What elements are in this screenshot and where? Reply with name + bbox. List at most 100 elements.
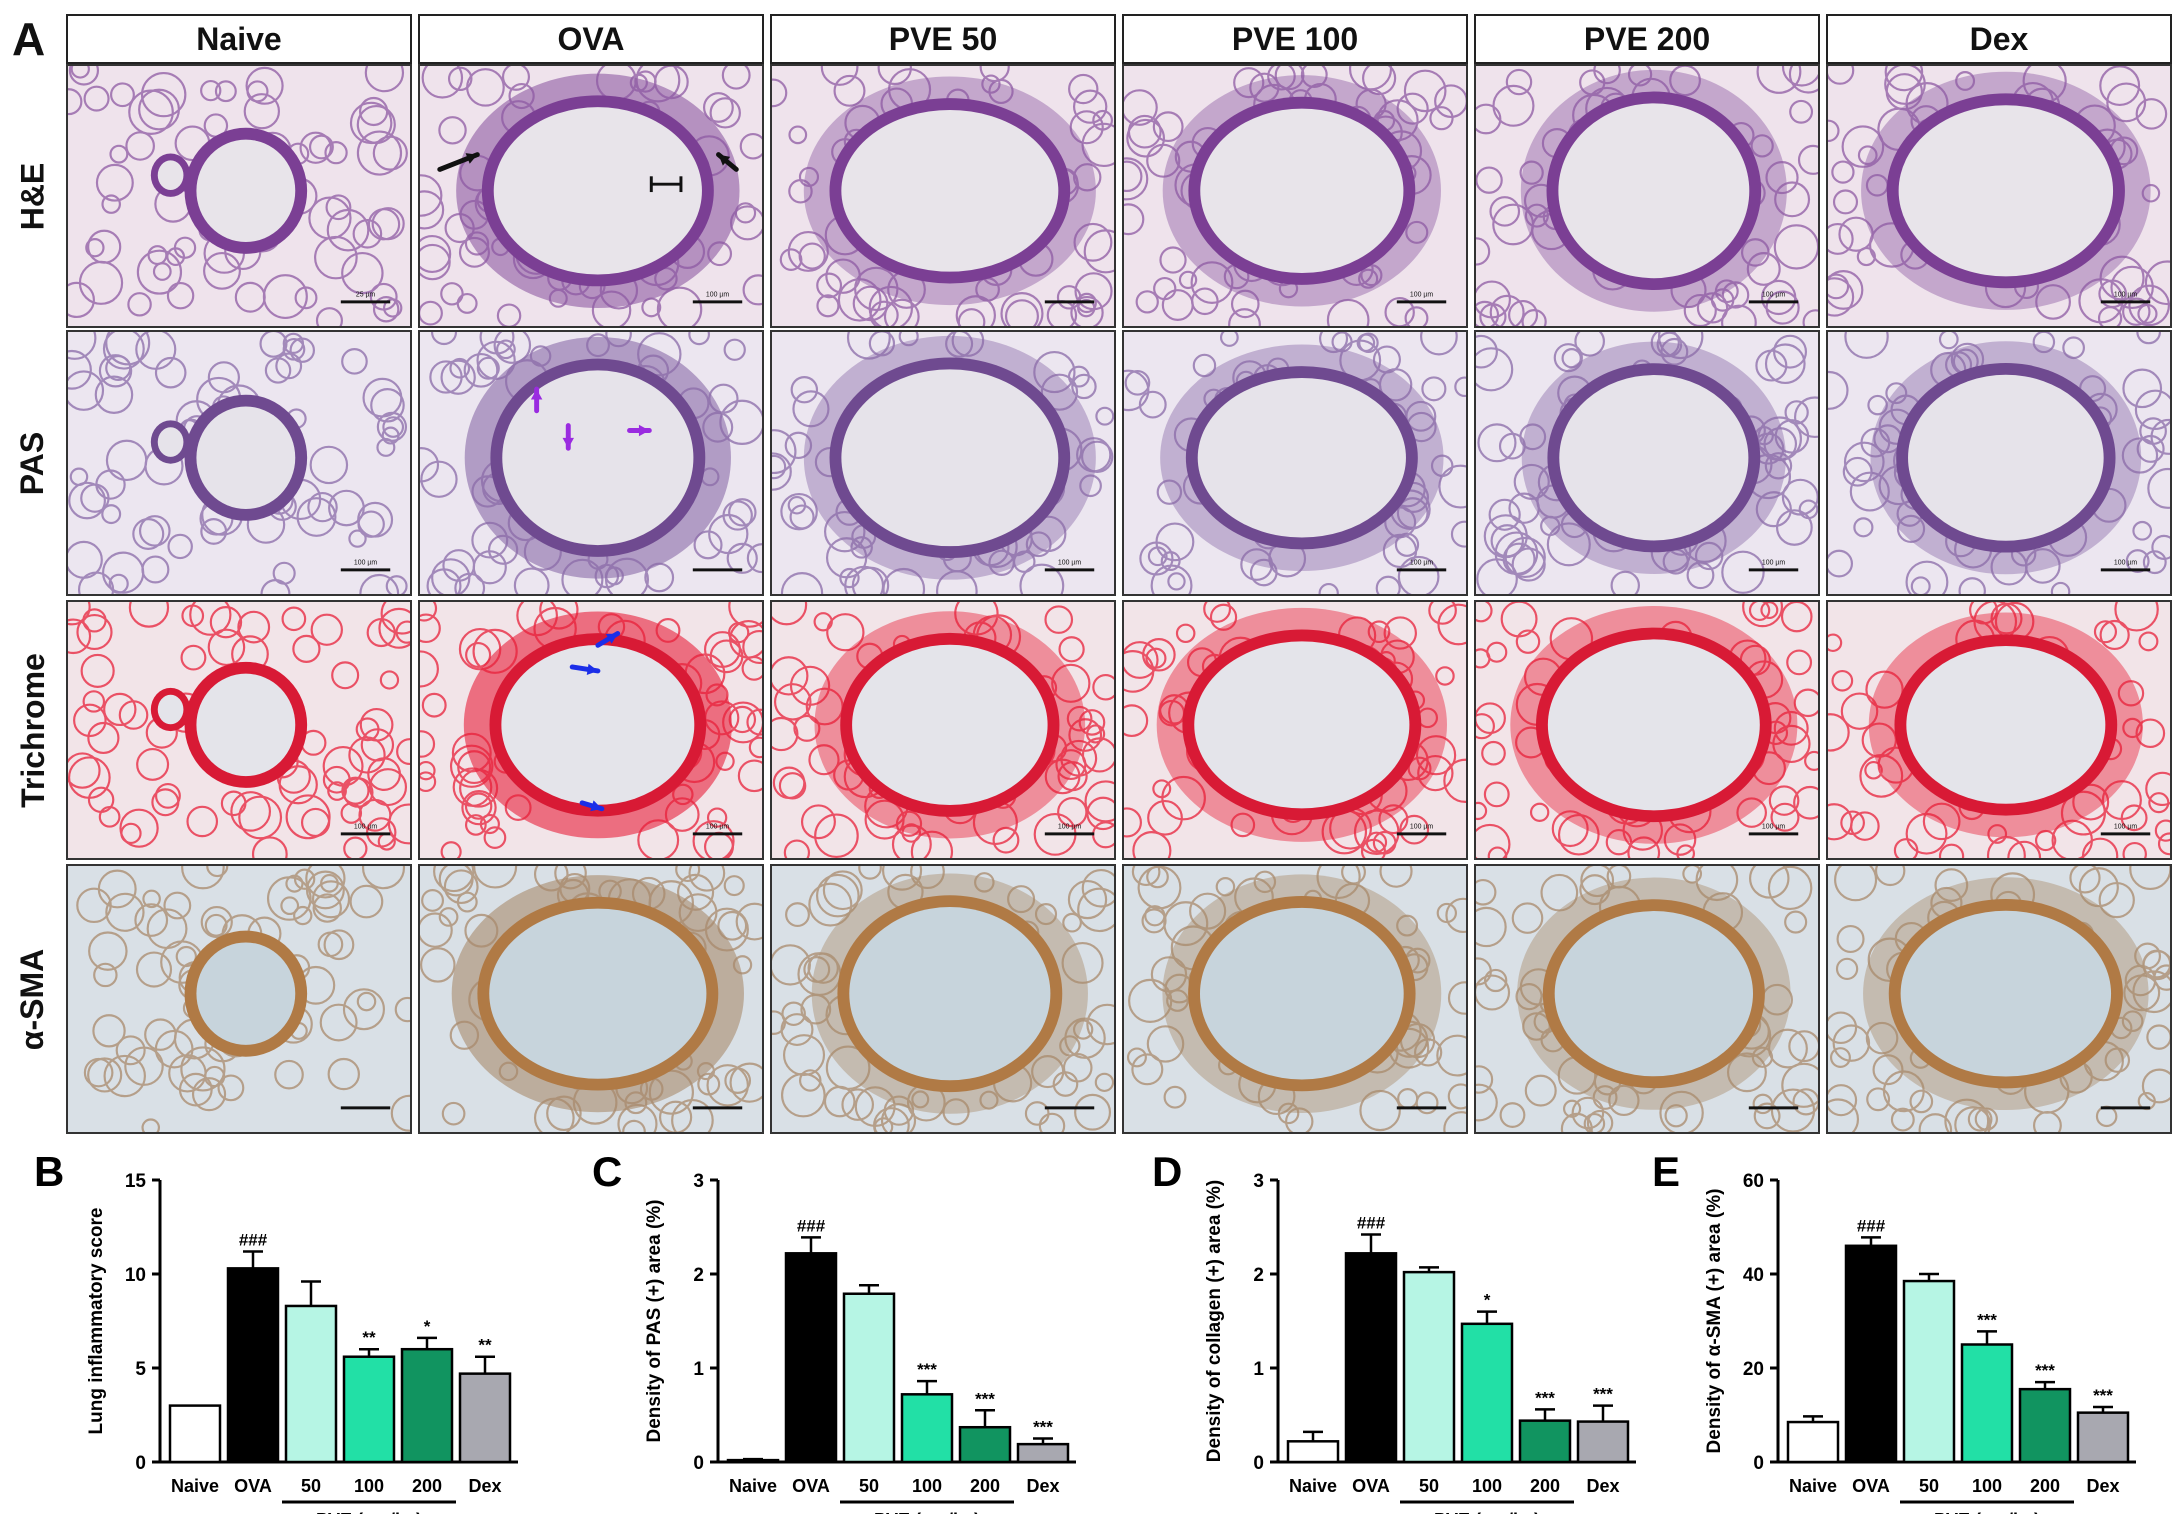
column-header-ova: OVA: [418, 14, 764, 64]
micrograph-1-2: 100 µm: [770, 330, 1116, 596]
significance-label: ***: [1535, 1388, 1555, 1407]
y-axis-label: Density of PAS (+) area (%): [644, 1199, 665, 1442]
micrograph-3-5: [1826, 864, 2172, 1134]
chart-panel-d: D 0 1 2 3 Density of collagen (+) area (%) Nai…: [1140, 1140, 1660, 1514]
scale-bar-label: 100 µm: [1410, 823, 1433, 830]
arrowhead: [605, 633, 618, 644]
x-tick-label: Naive: [171, 1476, 219, 1496]
x-tick-label: 100: [1972, 1476, 2002, 1496]
y-axis-label: Density of α-SMA (+) area (%): [1704, 1189, 1725, 1454]
micrograph-0-0: 25 µm: [66, 64, 412, 328]
y-axis-label: Density of collagen (+) area (%): [1204, 1180, 1225, 1462]
bar-ova: [1344, 1252, 1398, 1464]
x-tick-label: Dex: [468, 1476, 501, 1496]
pve-group-label: PVE (mg/kg): [874, 1510, 980, 1514]
x-tick-label: 100: [354, 1476, 384, 1496]
micrograph-2-3: 100 µm: [1122, 600, 1468, 860]
micrograph-2-5: 100 µm: [1826, 600, 2172, 860]
scale-bar-label: 100 µm: [2114, 823, 2137, 830]
scale-bar-label: 25 µm: [356, 291, 376, 298]
x-tick-label: Naive: [729, 1476, 777, 1496]
chart-panel-b: B 0 5 10 15 Lung inflammatory score Naive ### OV…: [22, 1140, 542, 1514]
significance-label: ###: [797, 1216, 826, 1235]
panel-letter: B: [34, 1148, 64, 1195]
x-tick-label: Dex: [1586, 1476, 1619, 1496]
significance-label: ***: [2035, 1361, 2055, 1380]
bar-50: [842, 1292, 896, 1464]
bar-100: [342, 1355, 396, 1464]
significance-label: *: [1484, 1291, 1491, 1310]
y-tick-label: 60: [1743, 1171, 1764, 1192]
x-tick-label: 50: [301, 1476, 321, 1496]
x-tick-label: 100: [912, 1476, 942, 1496]
bar-200: [1518, 1419, 1572, 1464]
y-tick-label: 1: [693, 1359, 704, 1380]
row-label-0: H&E: [0, 64, 66, 328]
scale-bar-label: 100 µm: [1762, 823, 1785, 830]
pve-group-label: PVE (mg/kg): [1434, 1510, 1540, 1514]
micrograph-1-4: 100 µm: [1474, 330, 1820, 596]
panel-letter: D: [1152, 1148, 1182, 1195]
x-tick-label: 100: [1472, 1476, 1502, 1496]
significance-label: *: [424, 1317, 431, 1336]
significance-label: ***: [1033, 1418, 1053, 1437]
x-tick-label: Naive: [1789, 1476, 1837, 1496]
bar-dex: [1576, 1420, 1630, 1464]
micrograph-0-3: 100 µm: [1122, 64, 1468, 328]
significance-label: ###: [239, 1230, 268, 1249]
micrograph-0-2: [770, 64, 1116, 328]
y-tick-label: 20: [1743, 1359, 1764, 1380]
arrowhead: [465, 153, 478, 164]
micrograph-2-2: 100 µm: [770, 600, 1116, 860]
y-tick-label: 0: [1753, 1453, 1764, 1474]
scale-bar-label: 100 µm: [1058, 823, 1081, 830]
significance-label: **: [478, 1336, 492, 1355]
bar-50: [1402, 1270, 1456, 1464]
bar-dex: [1016, 1442, 1070, 1464]
y-tick-label: 1: [1253, 1359, 1264, 1380]
bar-100: [1460, 1322, 1514, 1464]
x-tick-label: 200: [1530, 1476, 1560, 1496]
scale-bar-label: 100 µm: [2114, 291, 2137, 298]
significance-label: ###: [1357, 1214, 1386, 1233]
micrograph-2-0: 100 µm: [66, 600, 412, 860]
arrowhead: [638, 424, 650, 437]
micrograph-1-5: 100 µm: [1826, 330, 2172, 596]
bar-100: [900, 1393, 954, 1464]
y-tick-label: 0: [1253, 1453, 1264, 1474]
x-tick-label: OVA: [234, 1476, 272, 1496]
bar-naive: [1786, 1420, 1840, 1464]
micrograph-0-1: 100 µm: [418, 64, 764, 328]
bar-ova: [1844, 1244, 1898, 1464]
x-tick-label: 50: [1919, 1476, 1939, 1496]
x-tick-label: 200: [970, 1476, 1000, 1496]
y-tick-label: 2: [1253, 1265, 1264, 1286]
panel-a-letter: A: [12, 13, 46, 65]
x-tick-label: OVA: [1352, 1476, 1390, 1496]
scale-bar-label: 100 µm: [706, 823, 729, 830]
micrograph-3-2: [770, 864, 1116, 1134]
bar-ova: [226, 1267, 280, 1464]
x-tick-label: 50: [1419, 1476, 1439, 1496]
x-tick-label: OVA: [792, 1476, 830, 1496]
micrograph-1-0: 100 µm: [66, 330, 412, 596]
row-label-3: α-SMA: [0, 864, 66, 1134]
pve-group-label: PVE (mg/kg): [316, 1510, 422, 1514]
bar-dex: [458, 1372, 512, 1464]
micrograph-3-3: [1122, 864, 1468, 1134]
bar-dex: [2076, 1411, 2130, 1464]
scale-bar-label: 100 µm: [1410, 559, 1433, 566]
x-tick-label: 200: [412, 1476, 442, 1496]
micrograph-0-5: 100 µm: [1826, 64, 2172, 328]
y-tick-label: 2: [693, 1265, 704, 1286]
y-tick-label: 40: [1743, 1265, 1764, 1286]
y-axis-label: Lung inflammatory score: [86, 1208, 107, 1435]
x-tick-label: OVA: [1852, 1476, 1890, 1496]
micrograph-0-4: 100 µm: [1474, 64, 1820, 328]
significance-label: **: [362, 1328, 376, 1347]
micrograph-2-4: 100 µm: [1474, 600, 1820, 860]
significance-label: ***: [975, 1389, 995, 1408]
y-tick-label: 3: [1253, 1171, 1264, 1192]
row-label-1: PAS: [0, 330, 66, 596]
pve-group-label: PVE (mg/kg): [1934, 1510, 2040, 1514]
